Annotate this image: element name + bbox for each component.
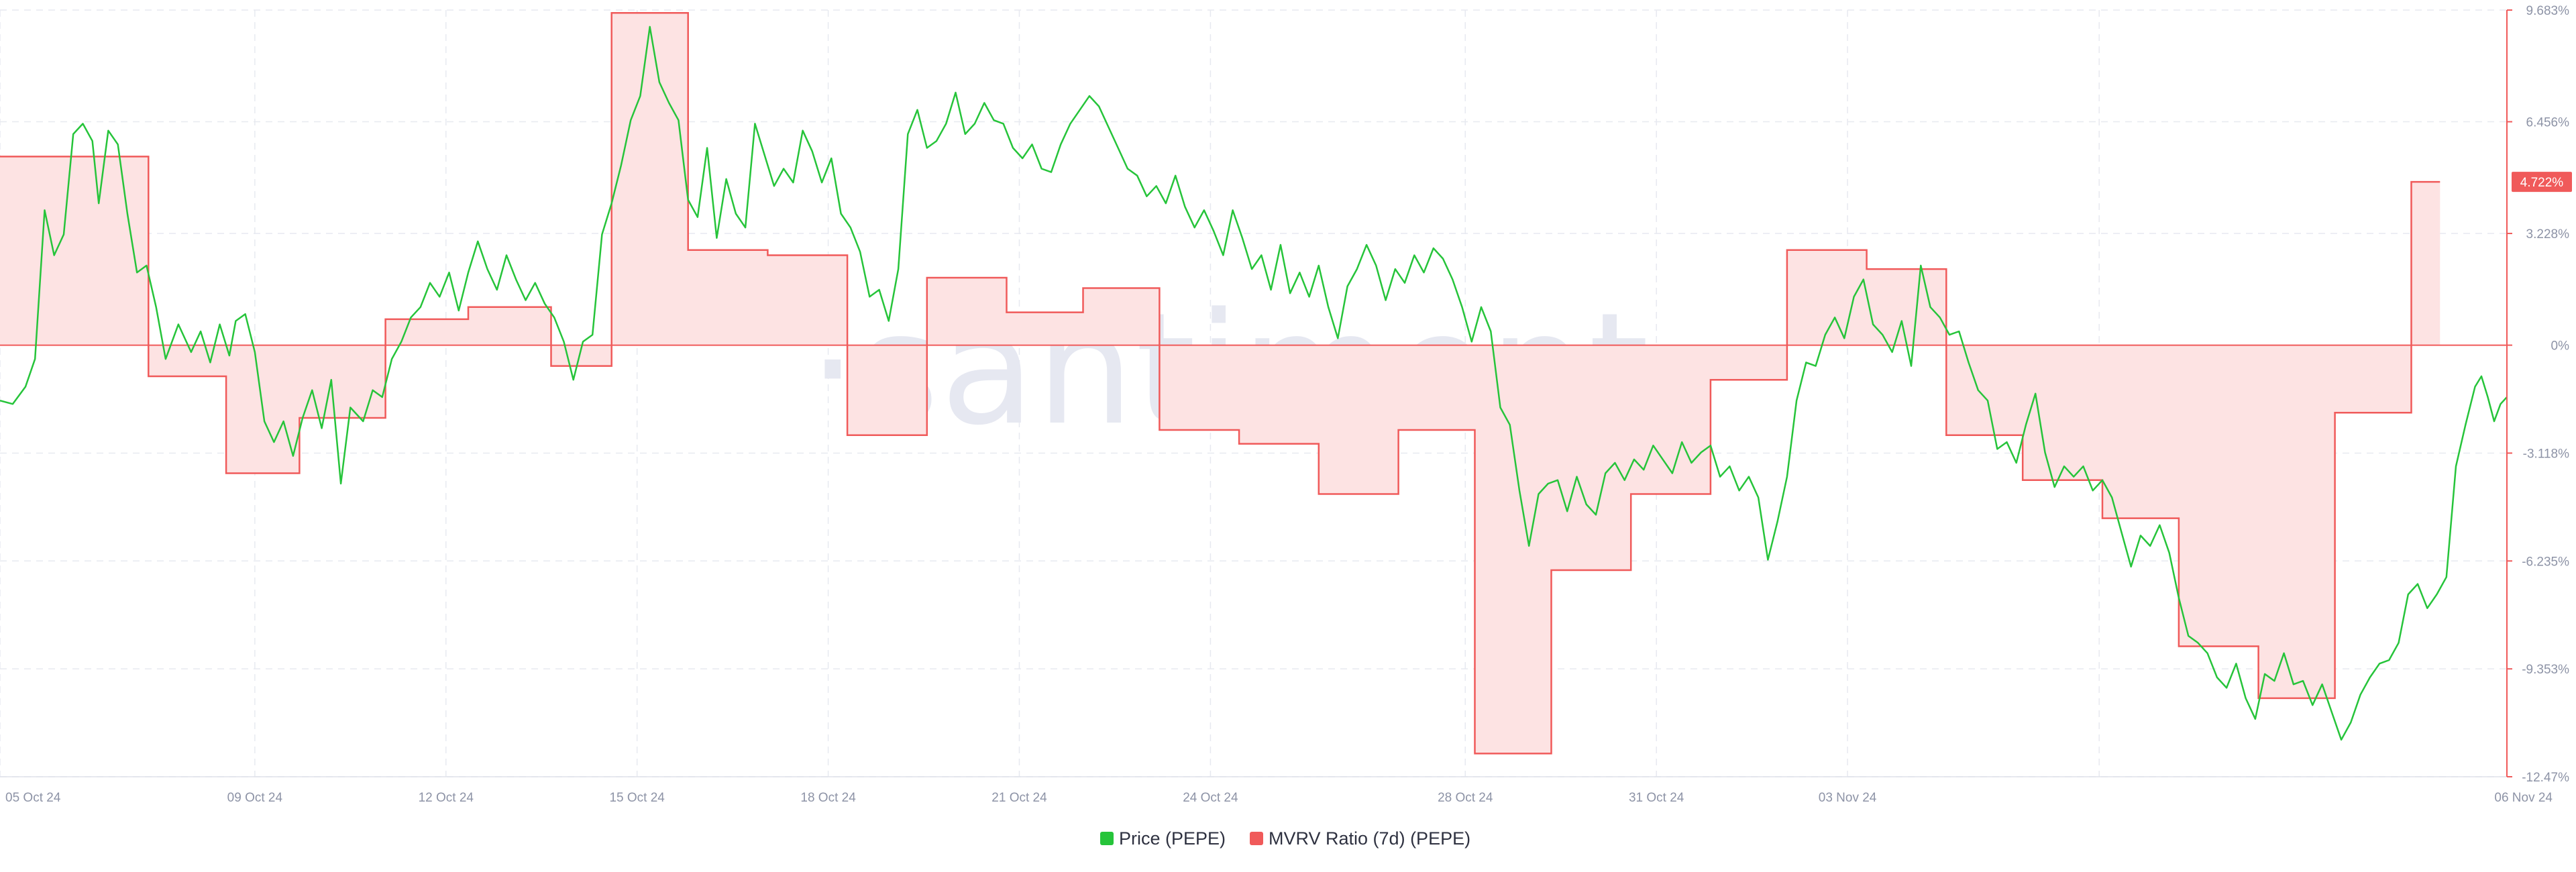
current-value-badge	[2512, 172, 2572, 193]
legend-label-price: Price (PEPE)	[1119, 828, 1226, 849]
y-tick-label-6: -9.353%	[2522, 663, 2569, 677]
x-tick-label-0: 05 Oct 24	[5, 791, 61, 805]
y-tick-label-7: -12.47%	[2522, 771, 2569, 785]
x-tick-label-2: 12 Oct 24	[419, 791, 474, 805]
x-tick-label-7: 28 Oct 24	[1438, 791, 1493, 805]
y-tick-label-3: 0%	[2551, 339, 2570, 353]
x-tick-label-9: 03 Nov 24	[1819, 791, 1877, 805]
series-layer	[0, 12, 2508, 755]
x-tick-label-3: 15 Oct 24	[609, 791, 665, 805]
y-tick-label-5: -6.235%	[2522, 555, 2569, 569]
current-value-label: 4.722%	[2520, 176, 2564, 190]
y-tick-label-1: 6.456%	[2526, 115, 2570, 129]
x-tick-label-8: 31 Oct 24	[1629, 791, 1684, 805]
x-tick-label-5: 21 Oct 24	[991, 791, 1047, 805]
price-series-line	[0, 25, 2508, 741]
axis-layer: 9.683% 6.456% 3.228% 0% -3.118% -6.235% -9.353…	[5, 4, 2572, 805]
y-tick-label-0: 9.683%	[2526, 4, 2570, 18]
x-tick-label-10: 06 Nov 24	[2494, 791, 2553, 805]
x-tick-label-6: 24 Oct 24	[1183, 791, 1238, 805]
x-tick-label-4: 18 Oct 24	[800, 791, 856, 805]
y-tick-label-4: -3.118%	[2523, 447, 2569, 461]
chart-legend: Price (PEPE) MVRV Ratio (7d) (PEPE)	[1100, 828, 1470, 849]
mvrv-area-fill	[0, 13, 2440, 754]
x-tick-label-1: 09 Oct 24	[227, 791, 283, 805]
legend-swatch-mvrv	[1250, 832, 1263, 845]
legend-label-mvrv: MVRV Ratio (7d) (PEPE)	[1269, 828, 1470, 849]
legend-swatch-price	[1100, 832, 1114, 845]
y-tick-label-2: 3.228%	[2526, 227, 2570, 241]
